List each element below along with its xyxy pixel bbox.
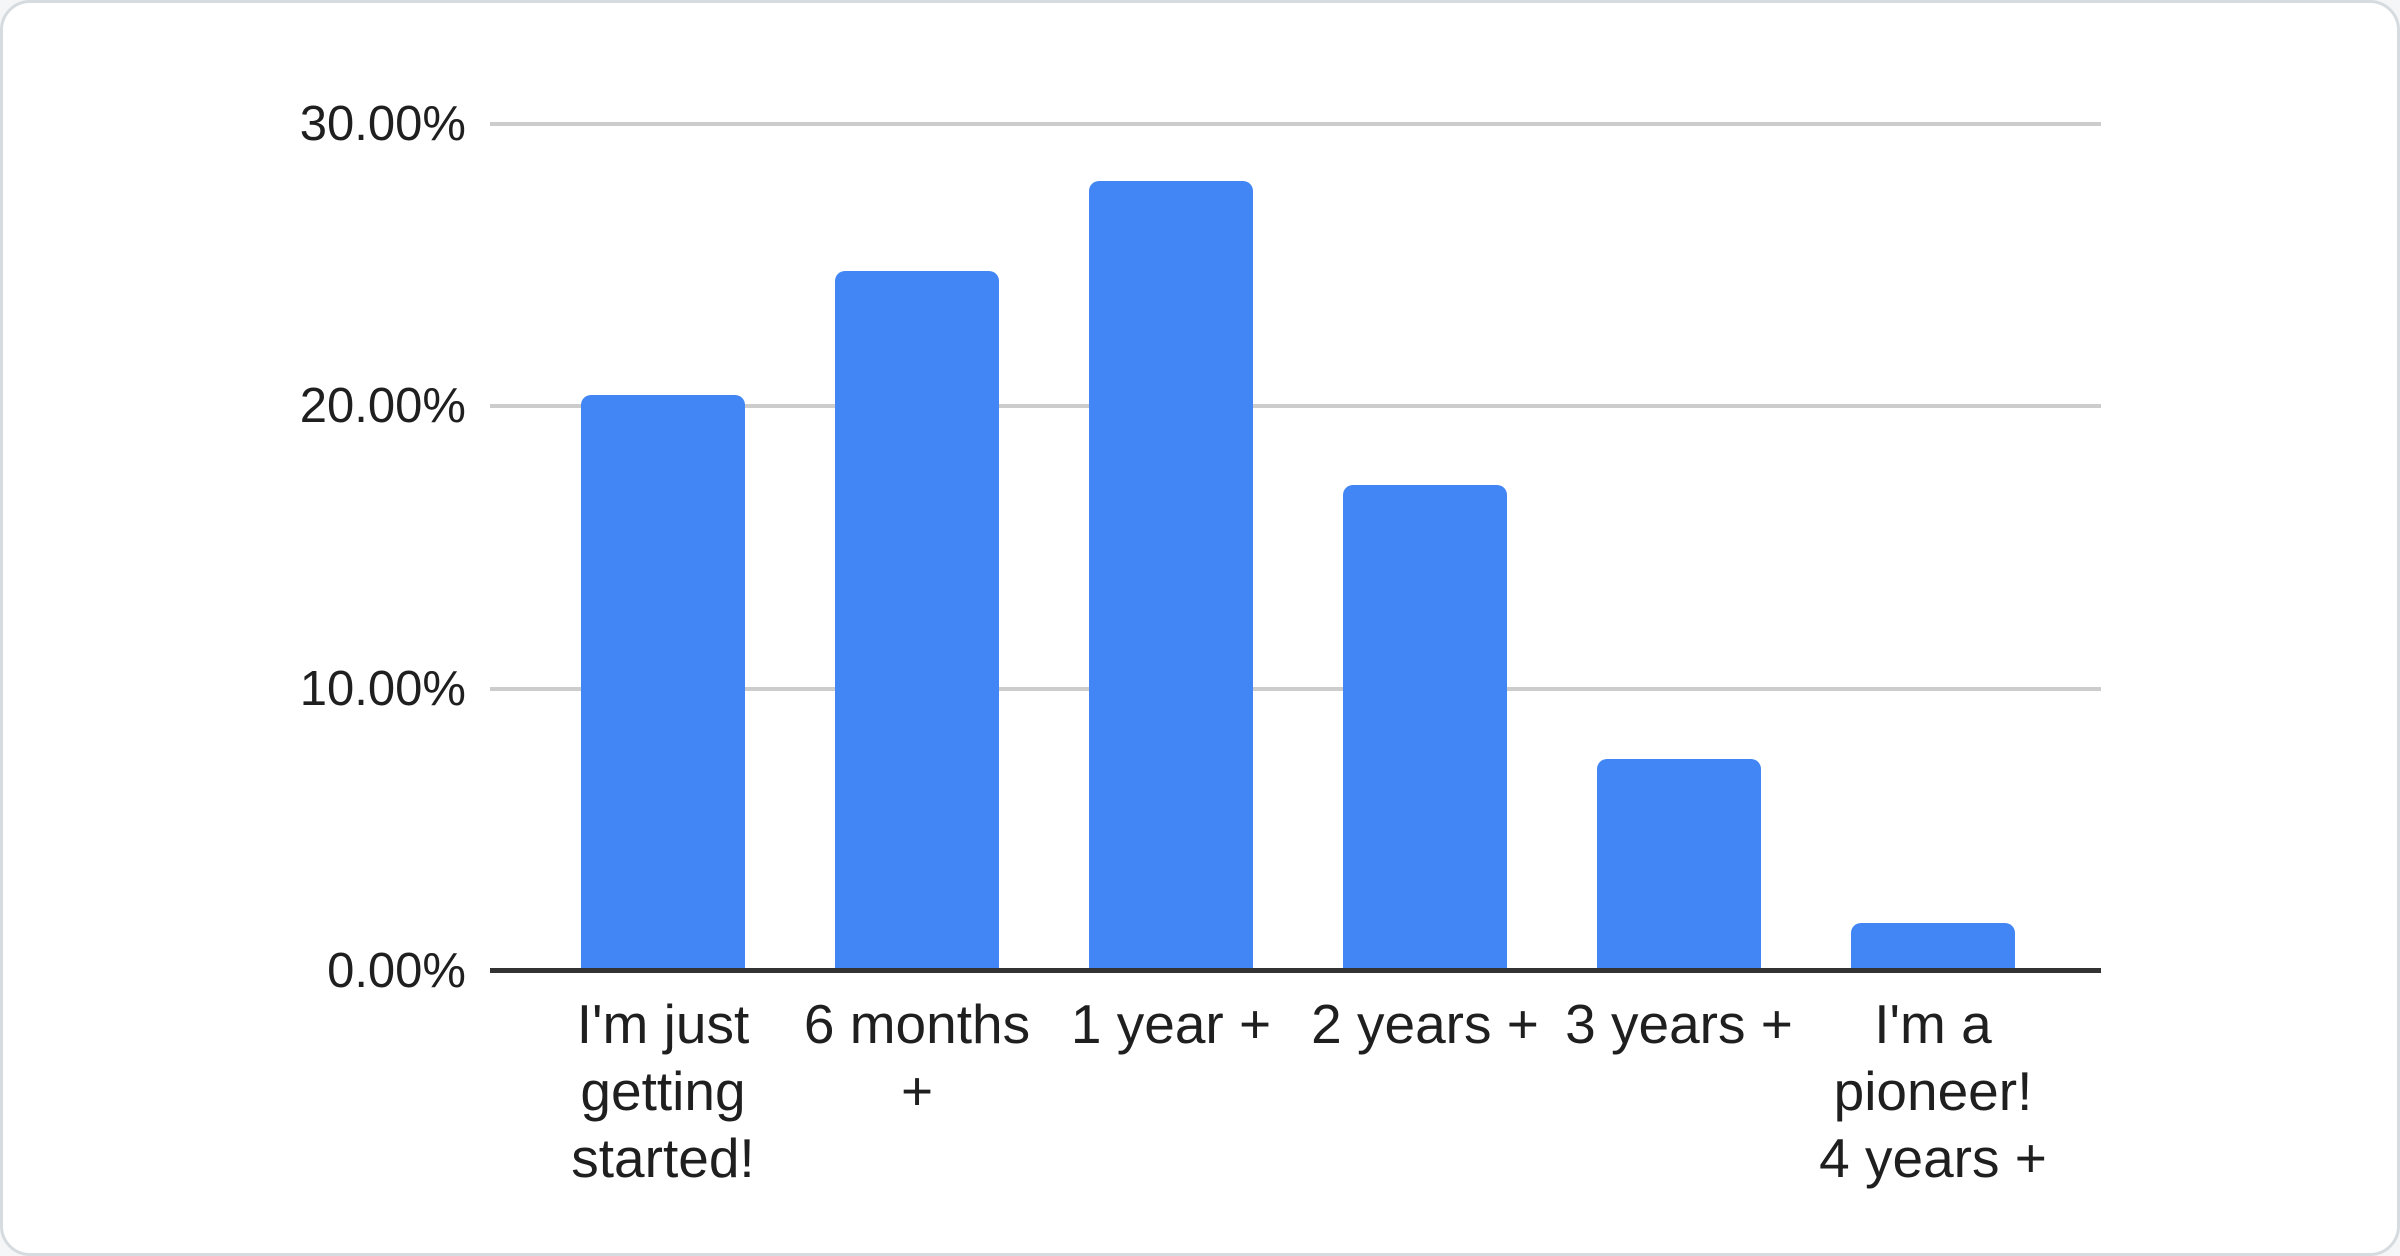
y-axis: 0.00% 10.00% 20.00% 30.00% [3,97,466,998]
bar-slot [536,395,790,971]
bar[interactable] [1089,180,1253,971]
x-axis-label: I'm just getting started! [571,993,755,1189]
x-axis-label: 3 years + [1565,993,1793,1055]
y-axis-tick-label: 0.00% [327,944,466,998]
bar[interactable] [581,395,745,971]
gridline [490,122,2101,126]
bar[interactable] [835,270,999,971]
x-axis-label: 2 years + [1311,993,1539,1055]
bar-chart: 0.00% 10.00% 20.00% 30.00% I'm just getting… [3,3,2397,1253]
x-axis-label: 1 year + [1070,993,1272,1055]
plot-area [490,122,2101,973]
x-axis-label: 6 months + [803,993,1031,1122]
gridline [490,404,2101,409]
x-axis-labels: I'm just getting started! 6 months + 1 yea… [536,991,2060,1192]
bar-slot [1552,759,1806,971]
bar-slot [790,270,1044,971]
bar-slot [1298,485,1552,971]
bar-slot [1044,180,1298,971]
bar-series [536,124,2060,971]
y-axis-tick-label: 10.00% [299,661,466,716]
y-axis-tick-label: 30.00% [299,97,466,151]
x-axis-line [490,968,2101,973]
gridline [490,686,2101,691]
bar-slot [1806,923,2060,971]
bar[interactable] [1343,485,1507,971]
y-axis-tick-label: 20.00% [299,379,466,434]
bar[interactable] [1597,759,1761,971]
bar[interactable] [1851,923,2015,971]
x-axis-label: I'm a pioneer! 4 years + [1819,993,2047,1189]
